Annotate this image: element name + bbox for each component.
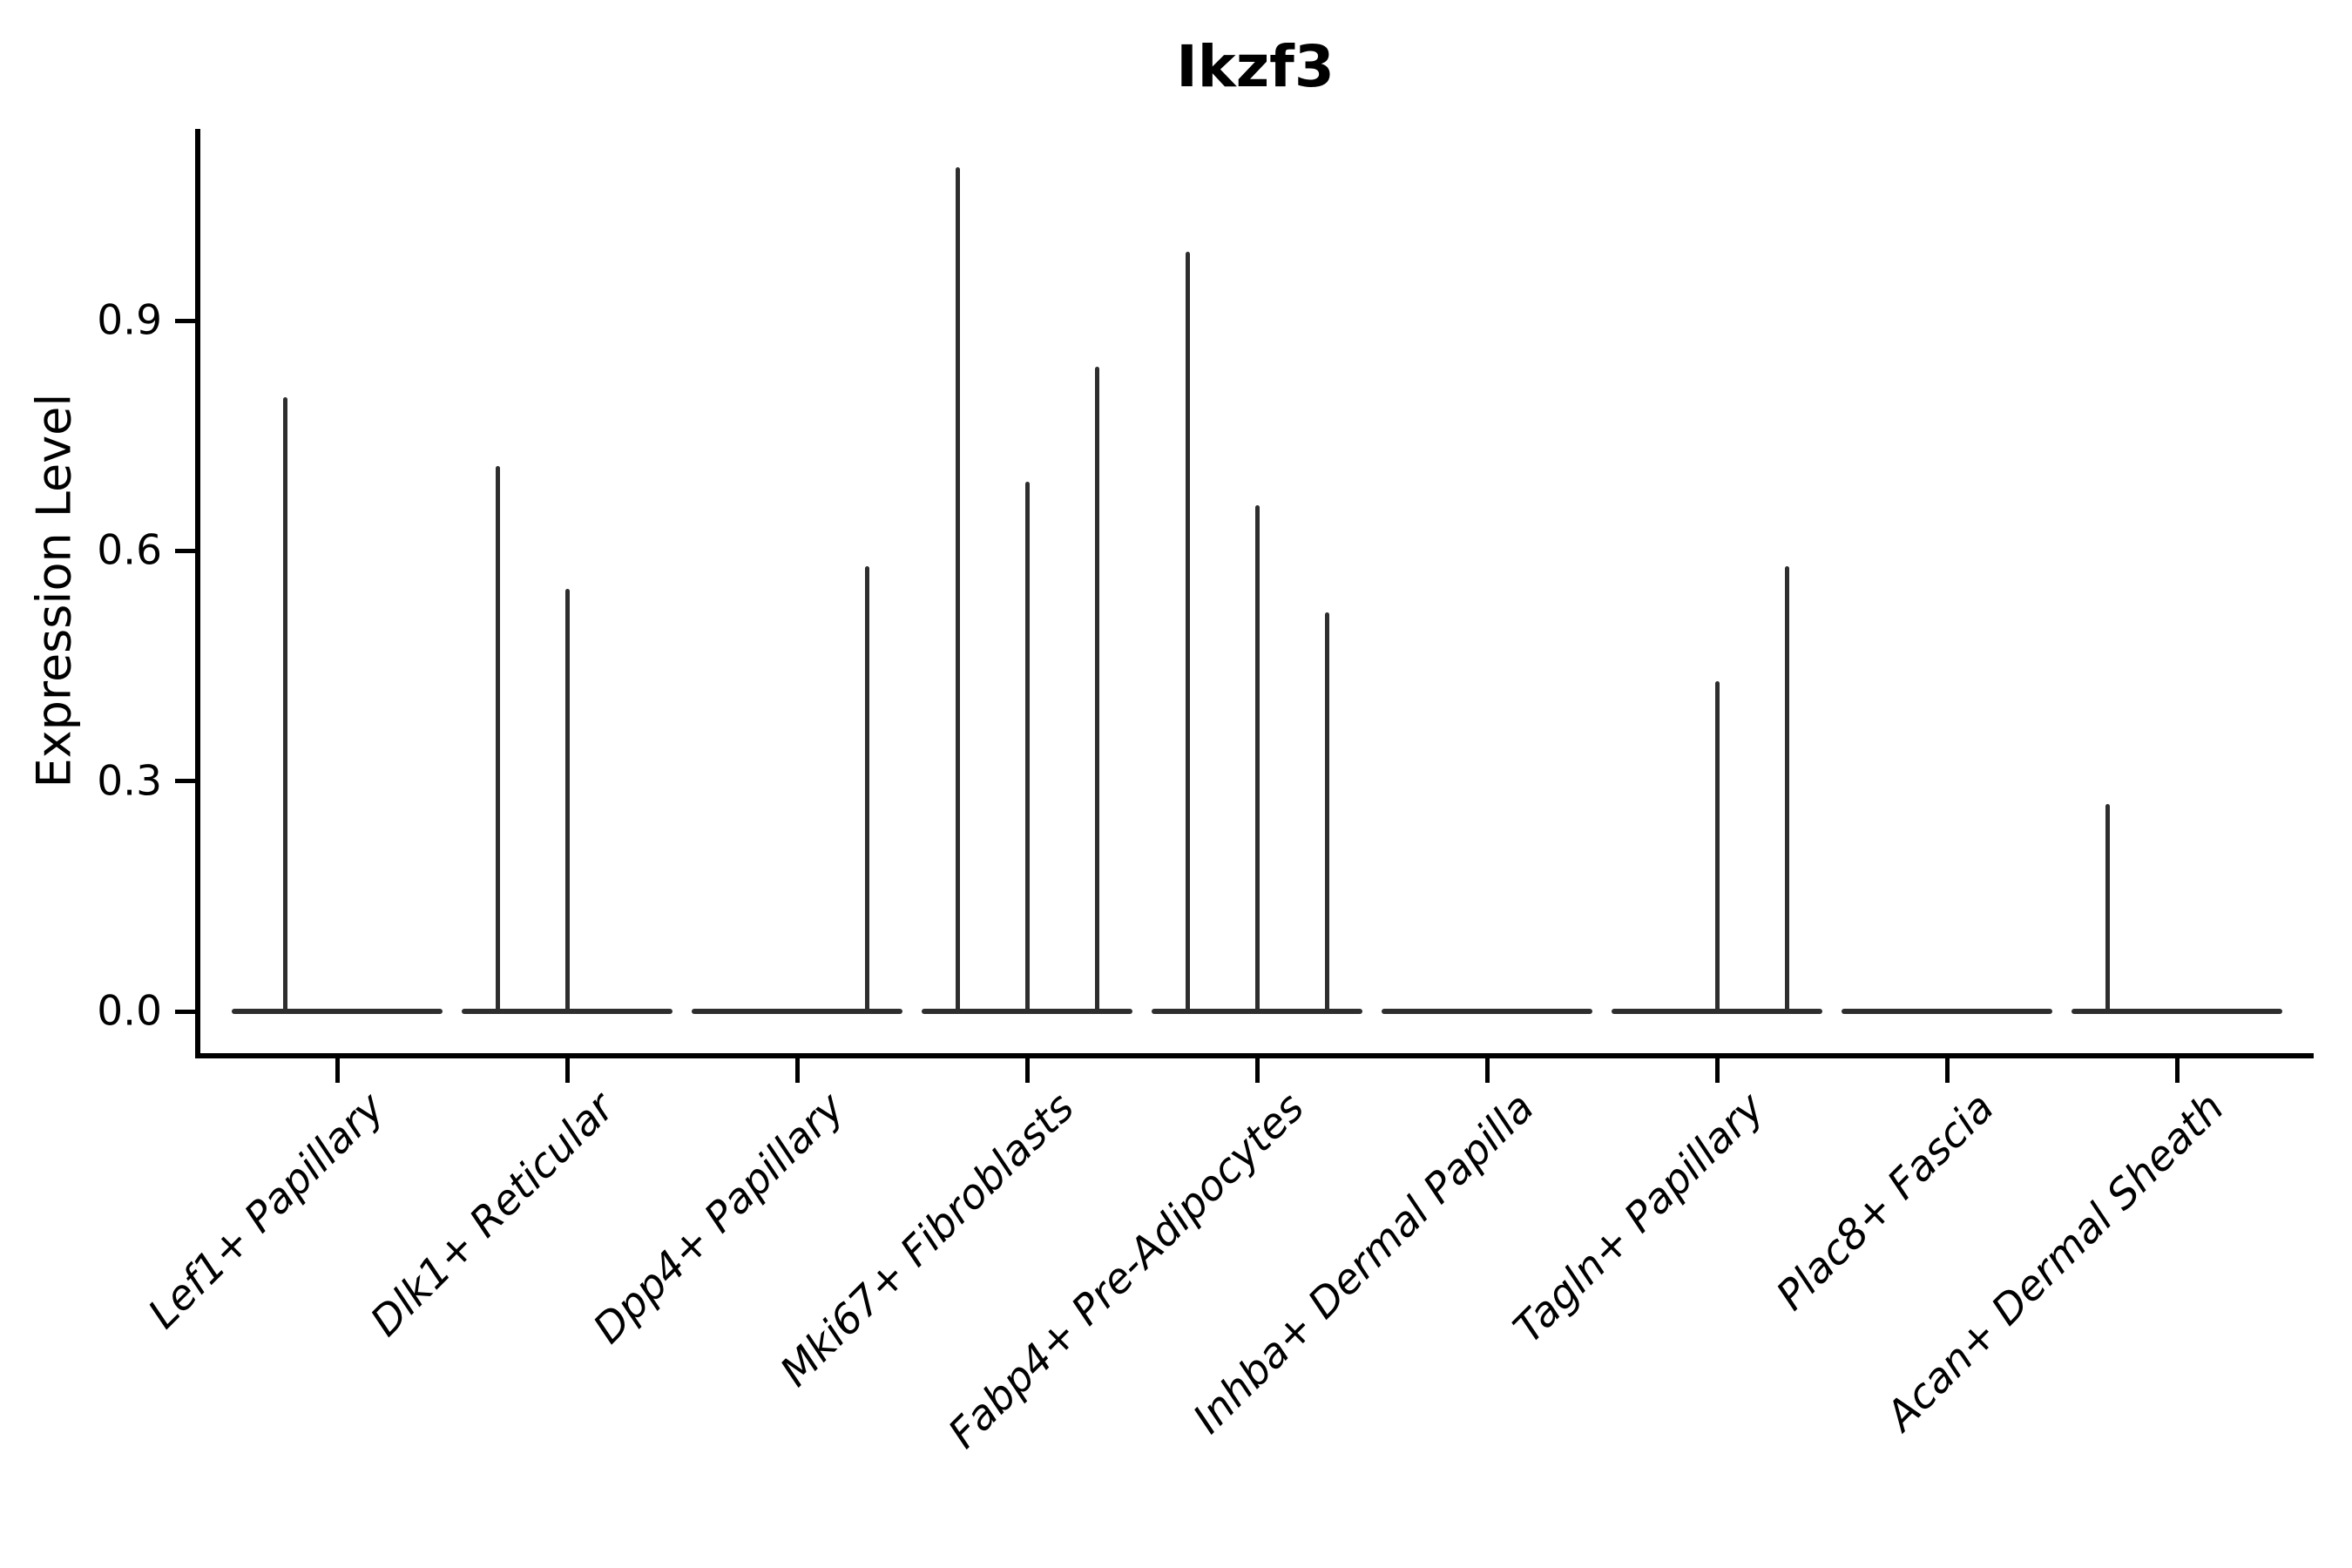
violin-baseline <box>232 1009 443 1014</box>
violin-baseline <box>462 1009 672 1014</box>
x-tick-label: Lef1+ Papillary <box>139 1084 394 1339</box>
violin-baseline <box>692 1009 902 1014</box>
violin-spike <box>1094 366 1099 1011</box>
violin-spike <box>1254 504 1260 1011</box>
violin-spike <box>1714 681 1720 1011</box>
violin-spike <box>1024 482 1030 1011</box>
violin-baseline <box>1152 1009 1362 1014</box>
violin-baseline <box>1612 1009 1822 1014</box>
y-axis-spine <box>195 129 200 1058</box>
violin-spike <box>564 589 570 1011</box>
violin-baseline <box>922 1009 1132 1014</box>
violin-baseline <box>1842 1009 2052 1014</box>
violin-spike <box>495 466 500 1011</box>
y-tick-mark <box>175 548 198 553</box>
x-tick-label: Dlk1+ Reticular <box>361 1084 624 1346</box>
y-tick-mark <box>175 318 198 323</box>
violin-spike <box>1324 612 1329 1011</box>
y-tick-mark <box>175 1009 198 1014</box>
y-tick-label: 0.9 <box>97 296 162 345</box>
x-tick-mark <box>1254 1058 1260 1083</box>
y-axis-label: Expression Level <box>26 393 82 788</box>
y-tick-label: 0.0 <box>97 987 162 1036</box>
violin-spike <box>1185 251 1190 1011</box>
y-tick-mark <box>175 779 198 784</box>
violin-spike <box>282 397 287 1011</box>
violin-baseline <box>2072 1009 2282 1014</box>
x-tick-mark <box>564 1058 570 1083</box>
violin-baseline <box>1382 1009 1592 1014</box>
chart-title: Ikzf3 <box>1176 33 1335 100</box>
x-tick-label: Dpp4+ Papillary <box>584 1084 854 1354</box>
violin-spike <box>864 566 869 1011</box>
y-tick-label: 0.3 <box>97 757 162 806</box>
x-tick-mark <box>1944 1058 1950 1083</box>
violin-spike <box>955 166 960 1011</box>
x-tick-mark <box>794 1058 800 1083</box>
x-tick-mark <box>335 1058 340 1083</box>
x-tick-label: Tagln+ Papillary <box>1504 1084 1774 1353</box>
x-tick-mark <box>1714 1058 1720 1083</box>
x-tick-label: Plac8+ Fascia <box>1767 1084 2004 1321</box>
x-tick-mark <box>1024 1058 1030 1083</box>
x-tick-mark <box>1484 1058 1490 1083</box>
y-tick-label: 0.6 <box>97 526 162 575</box>
x-axis-spine <box>195 1053 2314 1058</box>
violin-spike <box>1784 566 1789 1011</box>
violin-spike <box>2105 804 2110 1011</box>
x-tick-mark <box>2174 1058 2180 1083</box>
